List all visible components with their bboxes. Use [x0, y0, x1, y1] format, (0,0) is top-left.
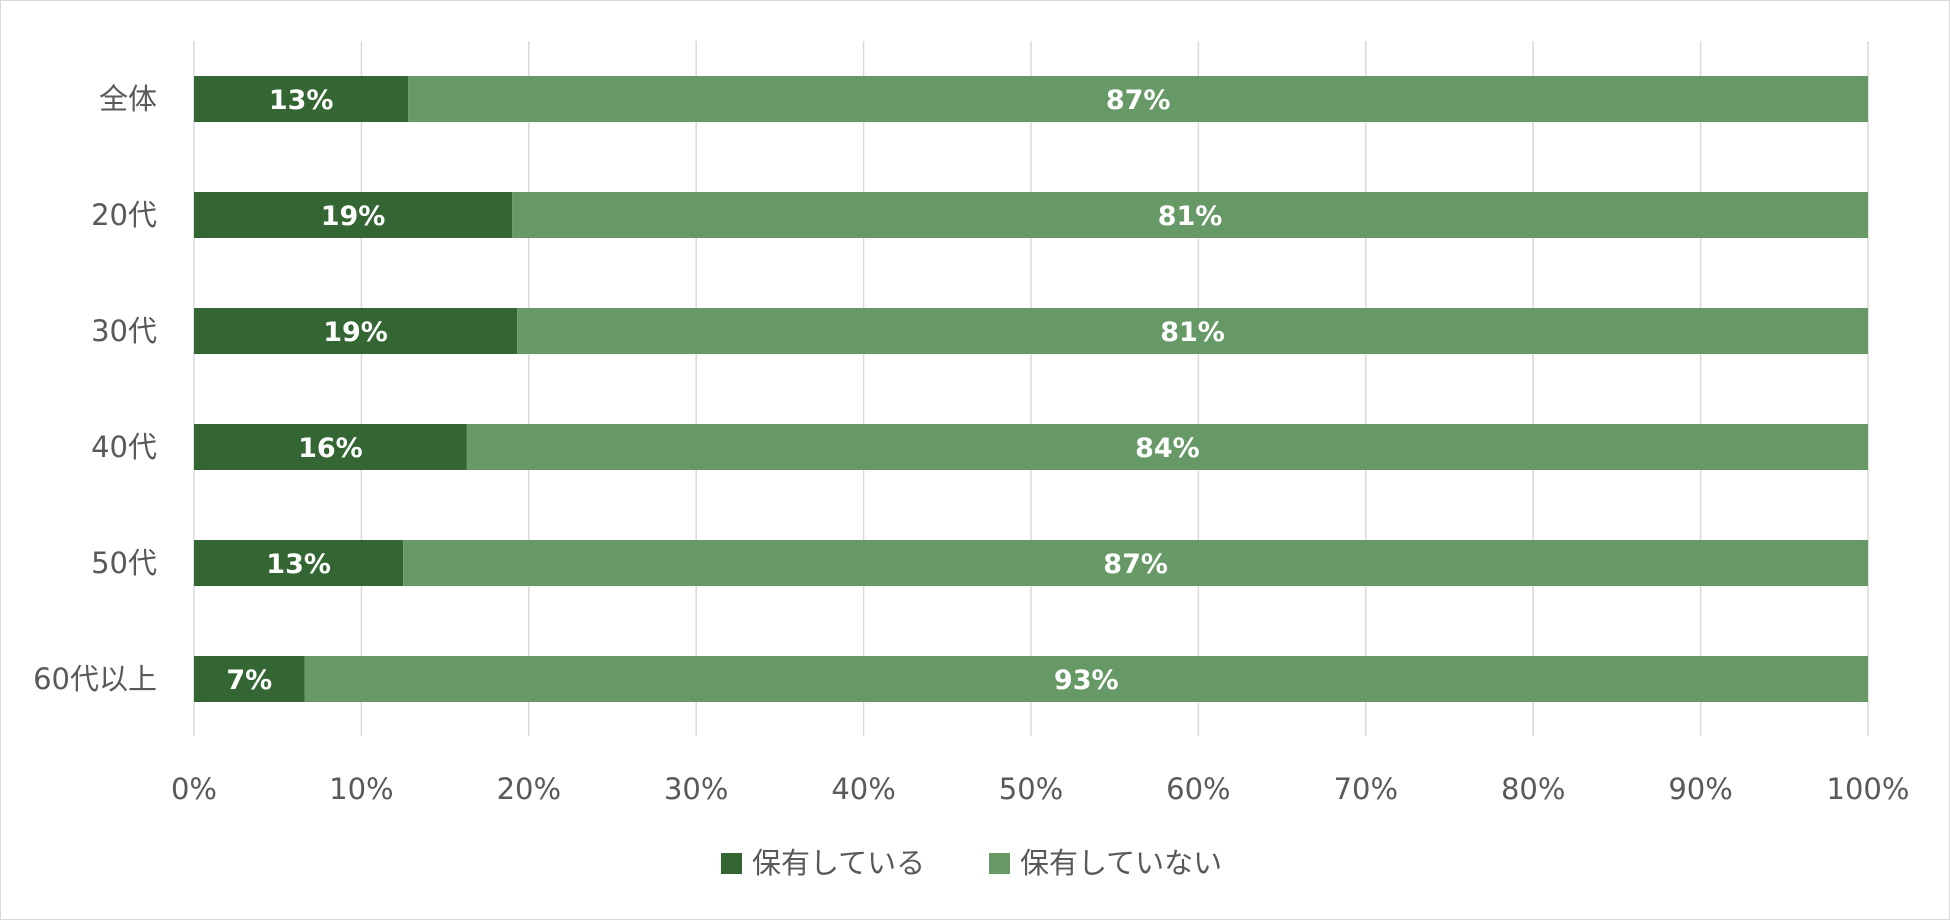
- legend: 保有している 保有していない: [721, 846, 1222, 880]
- data-label: 16%: [298, 433, 363, 464]
- x-tick-label: 20%: [497, 772, 561, 806]
- bar-segment: [517, 308, 1868, 354]
- x-tick-label: 10%: [329, 772, 393, 806]
- data-label: 13%: [269, 85, 334, 116]
- x-tick-label: 50%: [999, 772, 1063, 806]
- x-tick-label: 0%: [171, 772, 217, 806]
- data-label: 81%: [1160, 317, 1225, 348]
- data-label: 87%: [1103, 549, 1168, 580]
- bar-segment: [194, 424, 467, 470]
- category-label: 20代: [91, 198, 157, 232]
- x-tick-label: 60%: [1166, 772, 1230, 806]
- category-label: 全体: [99, 82, 157, 116]
- x-tick-label: 100%: [1827, 772, 1910, 806]
- data-label: 93%: [1054, 665, 1119, 696]
- category-label: 60代以上: [33, 662, 157, 696]
- data-label: 84%: [1135, 433, 1200, 464]
- legend-label: 保有している: [752, 846, 925, 880]
- bar-segment: [304, 656, 1868, 702]
- x-tick-label: 90%: [1668, 772, 1732, 806]
- legend-label: 保有していない: [1020, 846, 1222, 880]
- bar-segment: [512, 192, 1868, 238]
- x-tick-label: 80%: [1501, 772, 1565, 806]
- bar-segment: [194, 540, 404, 586]
- data-label: 81%: [1158, 201, 1223, 232]
- bar-segment: [194, 656, 305, 702]
- x-tick-label: 30%: [664, 772, 728, 806]
- category-labels: 全体 20代 30代 40代 50代 60代以上: [33, 82, 157, 696]
- data-label: 87%: [1106, 85, 1171, 116]
- bar-segment: [194, 308, 518, 354]
- data-label: 19%: [323, 317, 388, 348]
- bar-segment: [408, 76, 1869, 122]
- category-label: 50代: [91, 546, 157, 580]
- legend-swatch: [721, 853, 742, 874]
- x-tick-labels: 0% 10% 20% 30% 40% 50% 60% 70% 80% 90% 100%: [171, 772, 1909, 806]
- bar-segment: [194, 192, 513, 238]
- x-tick-label: 70%: [1334, 772, 1398, 806]
- gridlines: [193, 41, 1869, 736]
- bar-segment: [466, 424, 1868, 470]
- data-label: 7%: [226, 665, 272, 696]
- x-tick-label: 40%: [831, 772, 895, 806]
- legend-swatch: [989, 853, 1010, 874]
- data-label: 13%: [266, 549, 331, 580]
- bar-segment: [194, 76, 409, 122]
- bars: 13% 87% 19% 81% 19% 81% 16% 84% 13% 87% 7% 93%: [194, 76, 1869, 702]
- bar-segment: [403, 540, 1868, 586]
- category-label: 40代: [91, 430, 157, 464]
- category-label: 30代: [91, 314, 157, 348]
- data-label: 19%: [321, 201, 386, 232]
